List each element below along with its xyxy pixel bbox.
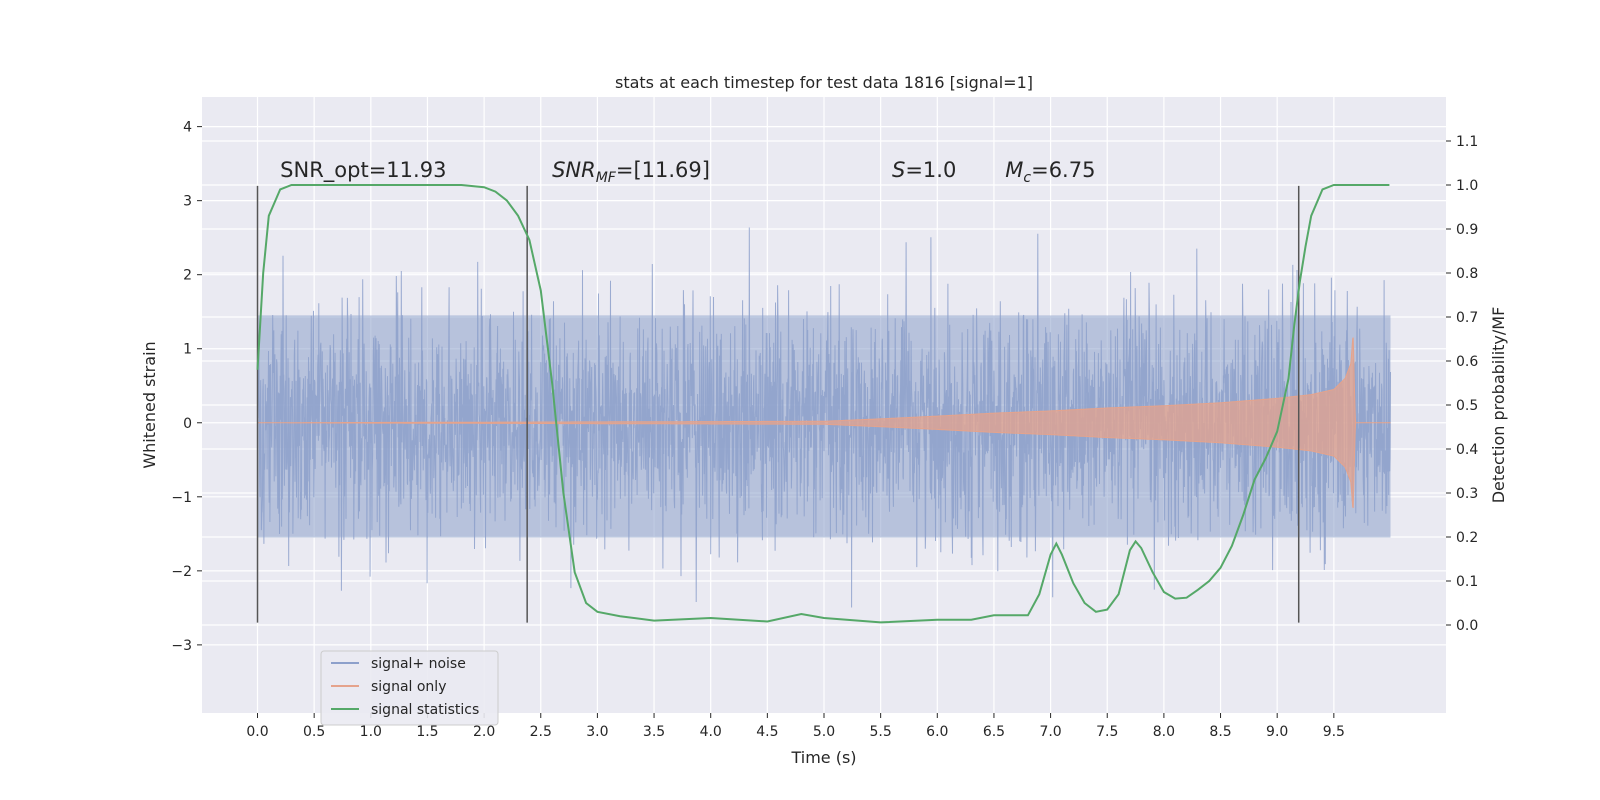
y2-tick-label: 1.1 xyxy=(1456,134,1478,150)
x-tick-label: 2.0 xyxy=(473,724,495,740)
x-tick-label: 2.5 xyxy=(530,724,552,740)
signal-only-trace xyxy=(257,337,1391,509)
x-tick-label: 5.5 xyxy=(870,724,892,740)
y-tick-label: −2 xyxy=(171,564,192,580)
annotation-text: Mc=6.75 xyxy=(1005,158,1095,186)
signal-only-line xyxy=(257,337,1391,509)
y2-tick-label: 0.8 xyxy=(1456,266,1478,282)
y2-tick-label: 0.5 xyxy=(1456,398,1478,414)
x-tick-label: 0.0 xyxy=(246,724,268,740)
y-tick-label: 3 xyxy=(183,194,192,210)
legend-label-signal-noise: signal+ noise xyxy=(371,656,466,672)
legend: signal+ noise signal only signal statist… xyxy=(320,650,499,726)
x-tick-label: 9.5 xyxy=(1323,724,1345,740)
annotation-text: SNR_opt=11.93 xyxy=(280,158,446,183)
y-tick-label: −1 xyxy=(171,490,192,506)
x-tick-label: 0.5 xyxy=(303,724,325,740)
x-tick-label: 7.0 xyxy=(1039,724,1061,740)
x-axis-ticks: 0.0 0.5 1.0 1.5 2.0 2.5 3.0 3.5 4.0 4.5 5.0 5.5 6.0 6… xyxy=(246,713,1345,740)
chart-title: stats at each timestep for test data 181… xyxy=(615,73,1033,92)
y2-tick-label: 0.3 xyxy=(1456,486,1478,502)
legend-box xyxy=(320,650,499,726)
x-tick-label: 8.0 xyxy=(1153,724,1175,740)
right-axis-ticks: 0.0 0.1 0.2 0.3 0.4 0.5 0.6 0.7 0.8 0.9 1.0 1.1 xyxy=(1446,134,1478,634)
y2-tick-label: 0.9 xyxy=(1456,222,1478,238)
y-tick-label: 0 xyxy=(183,416,192,432)
y2-tick-label: 0.1 xyxy=(1456,574,1478,590)
y-axis-label: Whitened strain xyxy=(140,341,159,468)
x-tick-label: 5.0 xyxy=(813,724,835,740)
x-tick-label: 7.5 xyxy=(1096,724,1118,740)
x-axis-label: Time (s) xyxy=(790,748,856,767)
signal-statistics-trace xyxy=(256,184,1390,624)
x-tick-label: 1.5 xyxy=(416,724,438,740)
y2-tick-label: 0.2 xyxy=(1456,530,1478,546)
x-tick-label: 4.5 xyxy=(756,724,778,740)
left-axis-ticks: −3 −2 −1 0 1 2 3 4 xyxy=(171,120,202,654)
y-tick-label: −3 xyxy=(171,638,192,654)
y-tick-label: 4 xyxy=(183,120,192,136)
y-tick-label: 1 xyxy=(183,342,192,358)
legend-label-signal-only: signal only xyxy=(371,679,446,695)
annotation-text: S=1.0 xyxy=(892,158,956,182)
y2-tick-label: 0.6 xyxy=(1456,354,1478,370)
x-tick-label: 3.0 xyxy=(586,724,608,740)
y2-tick-label: 0.0 xyxy=(1456,618,1478,634)
annotation-text: SNRMF=[11.69] xyxy=(552,158,710,186)
marker-lines xyxy=(256,185,1300,623)
y2-tick-label: 0.7 xyxy=(1456,310,1478,326)
y2-axis-label: Detection probability/MF xyxy=(1489,307,1508,504)
x-tick-label: 6.0 xyxy=(926,724,948,740)
annotations: SNR_opt=11.93 SNRMF=[11.69] S=1.0 Mc=6.75 xyxy=(280,158,1095,186)
x-tick-label: 3.5 xyxy=(643,724,665,740)
signal-statistics-line xyxy=(256,184,1390,624)
x-tick-label: 9.0 xyxy=(1266,724,1288,740)
y2-tick-label: 1.0 xyxy=(1456,178,1478,194)
x-tick-label: 4.0 xyxy=(700,724,722,740)
legend-label-signal-statistics: signal statistics xyxy=(371,702,479,718)
y2-tick-label: 0.4 xyxy=(1456,442,1478,458)
x-tick-label: 6.5 xyxy=(983,724,1005,740)
y-tick-label: 2 xyxy=(183,268,192,284)
x-tick-label: 1.0 xyxy=(360,724,382,740)
x-tick-label: 8.5 xyxy=(1209,724,1231,740)
